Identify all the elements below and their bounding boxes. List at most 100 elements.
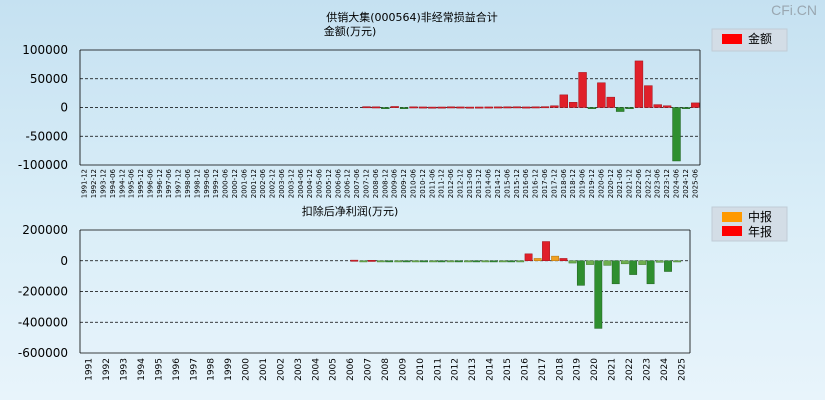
chart2-bar-annual [367,260,376,262]
chart1-x-tick-label: 2008-12 [381,169,389,198]
chart1-x-tick-label: 2019-06 [579,168,587,198]
chart2-legend-swatch-annual [722,226,742,236]
chart2-x-tick-label: 2016 [520,358,530,381]
chart1-x-tick-label: 2020-06 [597,168,605,198]
chart1-x-tick-label: 2015-12 [513,169,521,198]
chart2-gridlines [79,229,691,354]
chart1-bar [625,107,634,109]
chart1-bar [512,106,522,109]
chart1-x-tick-label: 1996-12 [156,169,164,198]
chart2-x-tick-label: 2021 [608,358,618,381]
chart1-subtitle: 金额(万元) [324,24,377,38]
chart2-bar-midyear [394,260,403,263]
chart2-bar-annual [350,259,359,262]
chart2-x-tick-label: 2013 [468,358,478,381]
chart2-x-tick-label: 1999 [224,358,234,381]
chart2-x-tick-label: 2009 [398,358,408,381]
chart1-bar [475,106,484,109]
chart1-bar [390,106,399,108]
chart1-x-tick-label: 2022-12 [644,169,652,198]
chart1-x-tick-label: 1996-06 [146,168,154,198]
chart1-bar [484,106,493,109]
chart2-bar-annual [454,260,463,263]
chart1-bar [465,106,475,109]
chart2-x-tick-label: 1994 [137,358,147,381]
chart1-x-tick-label: 2010-06 [409,168,417,198]
chart1-x-tick-label: 1997-06 [165,168,173,198]
chart1-x-tick-label: 1998-12 [193,169,201,198]
chart1-x-tick-label: 2016-06 [522,168,530,198]
chart1-bar [503,106,512,109]
chart2-y-tick-label: -400000 [18,315,68,329]
chart2-title: 扣除后净利润(万元) [302,204,399,218]
chart2-x-tick-label: 2008 [381,358,391,381]
chart1-bar [493,106,503,109]
chart1-x-tick-label: 2001-12 [250,169,258,198]
chart1-x-tick-label: 1999-06 [203,168,211,198]
chart1-x-tick-label: 2012-06 [447,168,455,198]
chart1-x-tick-label: 1991-12 [81,169,89,198]
chart2-bar-midyear [376,260,385,263]
chart1-bar [559,94,568,108]
chart1-x-tick-label: 2015-06 [503,168,511,198]
chart2-legend-label-annual: 年报 [748,224,772,239]
chart1-x-tick-label: 2014-06 [485,168,493,198]
chart2-bar-annual [664,260,672,272]
chart1-x-tick-label: 2005-12 [325,169,333,198]
chart2-x-tick-label: 1992 [102,358,112,381]
chart2-bar-annual [594,260,603,329]
chart1-x-tick-label: 2023-12 [663,169,671,198]
chart2-bar-midyear [516,260,525,263]
chart1-x-tick-label: 2009-06 [391,168,399,198]
chart2-x-tick-label: 1993 [120,358,130,381]
chart1-bar [409,106,418,109]
chart1-bar [681,107,691,109]
chart1-x-tick-label: 1999-12 [212,169,220,198]
chart2-bar-annual [420,260,428,263]
chart2-x-tick-label: 2014 [486,358,496,381]
chart1-y-tick-label: 100000 [22,43,68,57]
chart2-x-ticks: 1991 1992 1993 1994 1995 1996 1997 1998 1999 2000… [85,358,688,381]
chart1-x-tick-label: 2013-12 [475,169,483,198]
chart1-x-tick-label: 2004-06 [297,168,305,198]
chart1-gridlines [79,49,701,166]
chart2-x-tick-label: 2010 [416,358,426,381]
chart1-x-tick-label: 2021-06 [616,168,624,198]
chart1-bar [371,106,381,109]
chart2-bar-midyear [655,260,664,263]
chart2-x-tick-label: 2023 [642,358,652,381]
chart1-bar [540,106,550,109]
chart1-bar [578,72,587,108]
chart2-x-tick-label: 2025 [677,358,687,381]
chart2-bar-midyear [411,260,420,263]
chart2-bar-midyear [429,260,438,263]
chart1-x-tick-label: 2005-06 [316,168,324,198]
chart2-y-tick-label: -600000 [18,346,68,360]
chart2-bar-annual [611,260,620,285]
chart1-x-ticks: 1991-12 1992-12 1993-12 1994-06 1994-12 1995-… [81,168,700,198]
chart2-bar-midyear [498,260,507,263]
chart1-x-tick-label: 2009-12 [400,169,408,198]
chart2-x-tick-label: 2001 [259,358,269,381]
chart1-bar [606,96,615,108]
chart2-x-tick-label: 2005 [329,358,339,381]
chart2-legend-label-midyear: 中报 [748,209,772,224]
chart1-bars [362,60,700,162]
chart2-bar-midyear [603,260,612,266]
chart1-x-tick-label: 1994-06 [109,168,117,198]
chart1-x-tick-label: 2013-06 [466,168,474,198]
chart1-x-tick-label: 2008-06 [372,168,380,198]
chart2-bar-annual [402,260,411,263]
chart2-bar-midyear [446,260,455,263]
chart2-x-tick-label: 2004 [311,358,321,381]
chart2-x-tick-label: 1998 [207,358,217,381]
chart1-x-tick-label: 2021-12 [626,169,634,198]
chart1-bar [531,106,540,109]
chart1-x-tick-label: 2006-12 [344,169,352,198]
chart1-x-tick-label: 2011-12 [438,169,446,198]
chart2-x-tick-label: 2018 [555,358,565,381]
chart1-x-tick-label: 2010-12 [419,169,427,198]
chart1-x-tick-label: 2007-12 [363,169,371,198]
